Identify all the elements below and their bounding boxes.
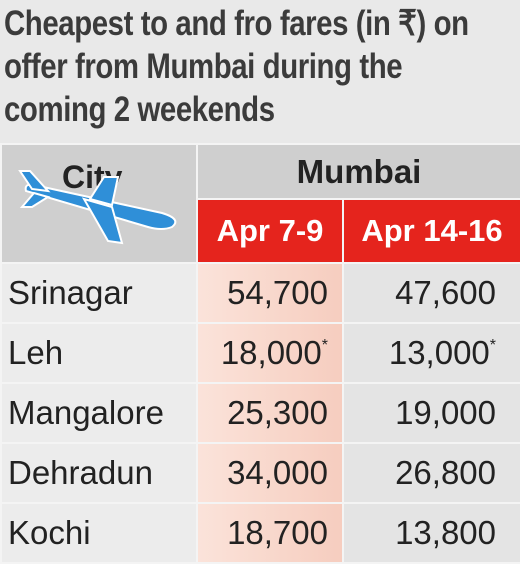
city-name: Srinagar (0, 262, 198, 324)
fare-cell: 13,000* (341, 322, 520, 384)
city-name: Mangalore (0, 382, 198, 444)
fare: 34,000 (227, 454, 328, 491)
title: Cheapest to and fro fares (in ₹) on offe… (4, 4, 469, 129)
fare-note: * (321, 337, 328, 354)
date-header: Apr 7-9 (196, 198, 344, 264)
table-row: Dehradun 34,000 26,800 (0, 442, 520, 504)
group-header: Mumbai (195, 143, 520, 200)
table-row: Mangalore 25,300 19,000 (0, 382, 520, 444)
fare-cell: 18,000* (196, 322, 344, 384)
fare: 19,000 (395, 394, 497, 431)
fare-note: * (489, 337, 497, 354)
fare-cell: 13,800 (341, 502, 520, 564)
city-header-cell: City (0, 143, 198, 264)
fare: 13,000 (388, 334, 490, 371)
date-header: Apr 14-16 (341, 198, 520, 264)
fare: 18,000 (220, 334, 322, 371)
city-name: Dehradun (0, 442, 198, 504)
table-row: Leh 18,000* 13,000* (0, 322, 520, 384)
fare-cell: 54,700 (196, 262, 344, 324)
plane-icon (18, 170, 177, 245)
fare: 54,700 (227, 274, 328, 311)
fare-cell: 18,700 (196, 502, 344, 564)
fare: 25,300 (227, 394, 328, 431)
fare: 47,600 (395, 274, 497, 311)
fare: 26,800 (395, 454, 497, 491)
fare-cell: 25,300 (196, 382, 344, 444)
fare-table: City Mumbai Apr 7-9 Apr 14-16 Srinagar 54… (0, 143, 520, 564)
fare-cell: 47,600 (341, 262, 520, 324)
fare-cell: 19,000 (341, 382, 520, 444)
table-row: Srinagar 54,700 47,600 (0, 262, 520, 324)
fare: 13,800 (395, 514, 497, 551)
fare: 18,700 (227, 514, 328, 551)
fare-cell: 34,000 (196, 442, 344, 504)
fare-cell: 26,800 (341, 442, 520, 504)
table-row: Kochi 18,700 13,800 (0, 502, 520, 564)
city-name: Kochi (0, 502, 198, 564)
city-name: Leh (0, 322, 198, 384)
